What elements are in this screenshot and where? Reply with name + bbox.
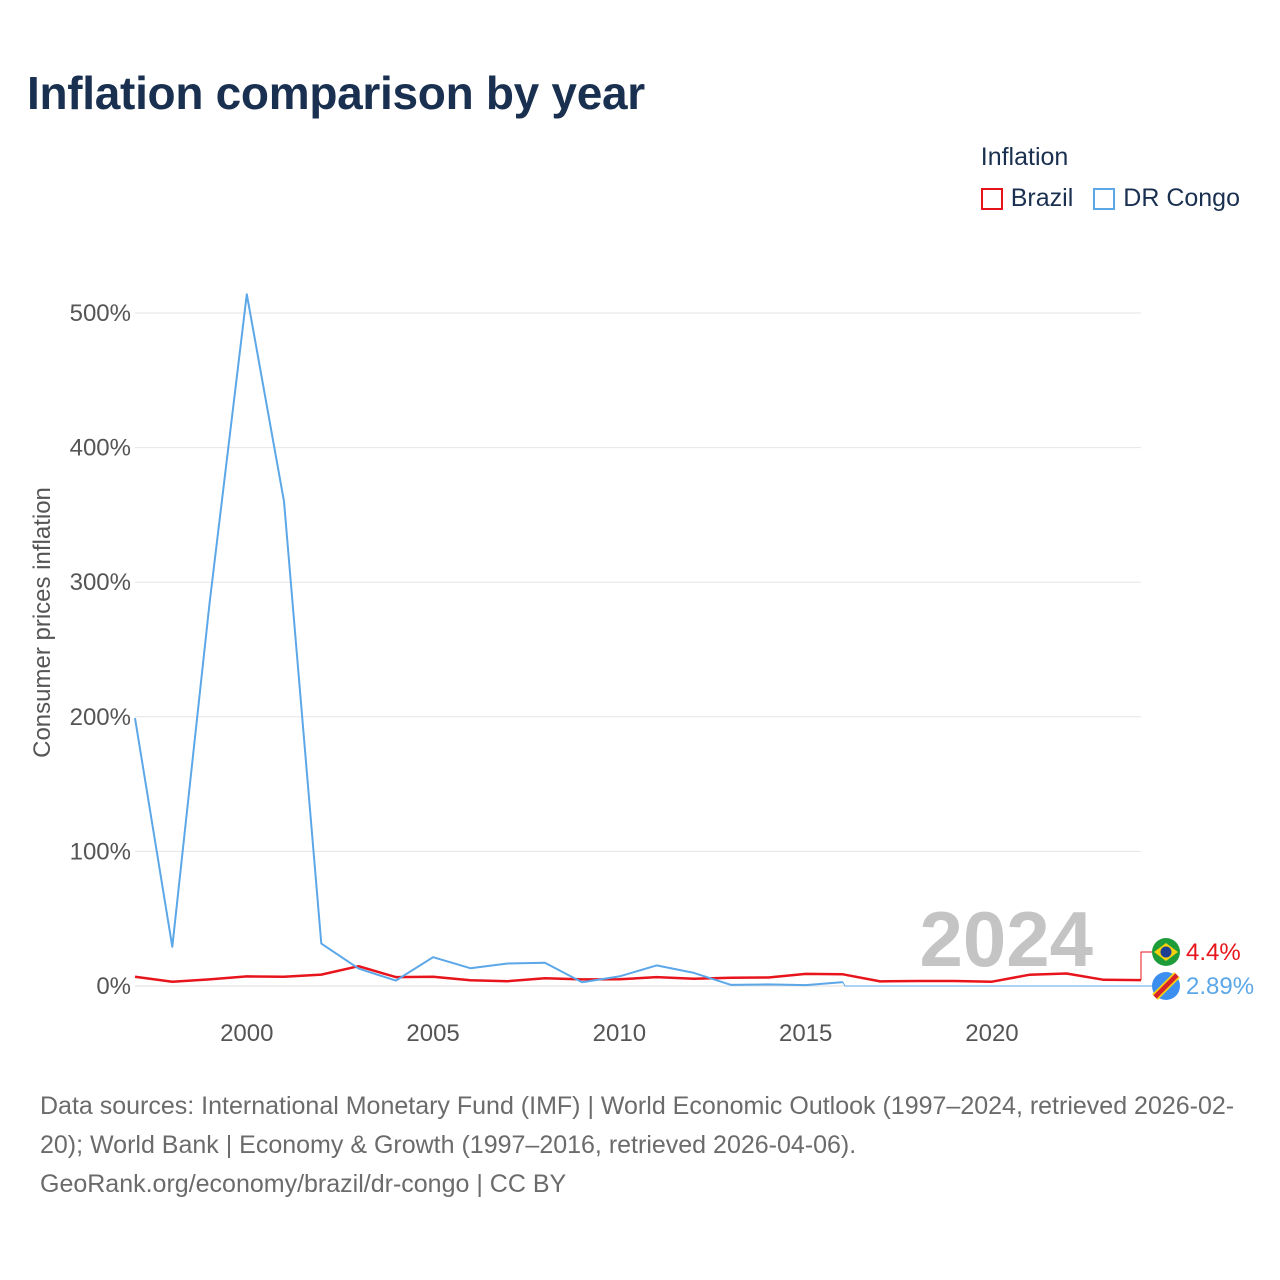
flag-dr-congo-band-red [1153,973,1179,999]
legend-label-dr-congo: DR Congo [1123,184,1240,212]
footer: Data sources: International Monetary Fun… [40,1087,1250,1204]
flag-brazil-globe [1160,946,1172,958]
footer-sources: Data sources: International Monetary Fun… [40,1092,1235,1159]
end-label-dr-congo: 2.89% [1186,973,1254,1000]
x-tick-label-2010: 2010 [593,1020,646,1047]
legend-swatch-dr-congo [1093,187,1116,210]
line-chart: 0% 100% 200% 300% 400% 500% 2000 2005 2010 2015 20… [29,293,1254,1047]
series-extension-dr-congo [842,981,1155,987]
series-line-dr-congo [134,293,843,987]
legend-item-dr-congo[interactable]: DR Congo [1093,184,1240,213]
legend-swatch-brazil [980,187,1003,210]
x-tick-label-2005: 2005 [406,1020,459,1047]
legend-label-brazil: Brazil [1010,184,1074,212]
end-label-brazil: 4.4% [1186,939,1241,966]
x-tick-label-2015: 2015 [779,1020,832,1047]
y-axis-label: Consumer prices inflation [29,487,56,758]
legend-items: Brazil DR Congo [980,184,1240,213]
y-tick-label-400: 400% [70,435,131,462]
chart-title: Inflation comparison by year [27,67,645,119]
y-tick-label-300: 300% [70,569,131,596]
legend-title: Inflation [980,143,1069,171]
y-tick-label-200: 200% [70,704,131,731]
y-tick-label-500: 500% [70,300,131,327]
y-tick-label-100: 100% [70,838,131,865]
y-tick-label-0: 0% [96,973,131,1000]
connector-brazil [1140,951,1155,981]
legend: Inflation Brazil DR Congo [980,143,1240,213]
x-tick-label-2000: 2000 [220,1020,273,1047]
year-stamp: 2024 [919,895,1093,983]
legend-item-brazil[interactable]: Brazil [980,184,1074,213]
footer-attribution: GeoRank.org/economy/brazil/dr-congo | CC… [40,1170,567,1198]
x-tick-label-2020: 2020 [965,1020,1018,1047]
series-line-brazil [134,964,1142,983]
